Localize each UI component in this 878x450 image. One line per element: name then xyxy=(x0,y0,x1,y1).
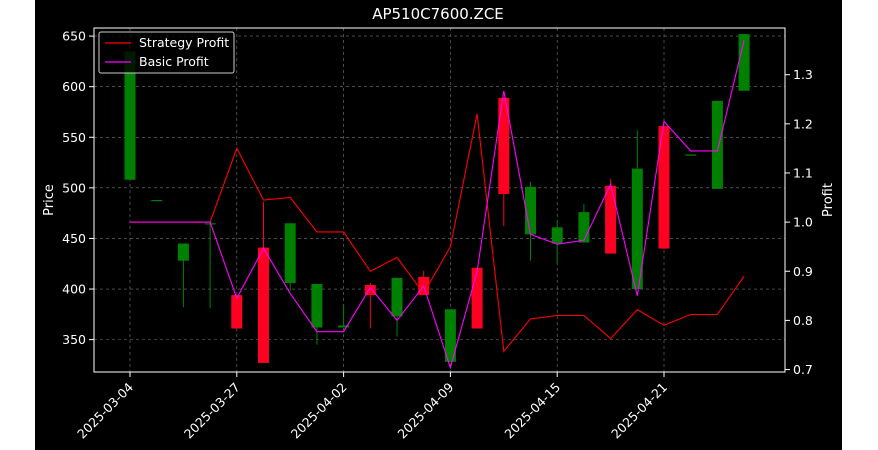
legend-box xyxy=(98,31,235,74)
x-tick-label: 2025-03-04 xyxy=(74,379,136,441)
y-tick-label-right: 1.1 xyxy=(793,165,813,180)
candle-body xyxy=(525,186,536,235)
basic-profit-line xyxy=(130,40,745,370)
grid-lines xyxy=(94,28,785,372)
candle-body xyxy=(177,243,189,261)
candle-body xyxy=(391,277,403,317)
y-tick-label-left: 450 xyxy=(62,231,86,246)
candle xyxy=(631,130,643,290)
y-tick-label-left: 600 xyxy=(62,79,86,94)
x-tick-label: 2025-04-21 xyxy=(608,380,670,442)
candle xyxy=(551,220,563,265)
chart-title: AP510C7600.ZCE xyxy=(372,5,504,23)
candle-body xyxy=(471,267,483,329)
candlestick-profit-chart: AP510C7600.ZCE 350 400 450 500 550 600 650 0.7 0… xyxy=(42,5,836,442)
candle xyxy=(364,282,376,329)
chart-figure: AP510C7600.ZCE 350 400 450 500 550 600 650 0.7 0… xyxy=(35,0,842,450)
axes: 350 400 450 500 550 600 650 0.7 0.8 0.9 1.0 1.1 1.2 1… xyxy=(62,29,813,442)
candle xyxy=(471,267,483,329)
candle xyxy=(391,277,403,337)
candle-body xyxy=(231,295,243,329)
candle-body xyxy=(311,283,323,328)
candle xyxy=(177,243,189,308)
y-tick-label-right: 1.3 xyxy=(793,67,813,82)
candle xyxy=(311,283,323,345)
y-tick-label-left: 550 xyxy=(62,130,86,145)
x-tick-label: 2025-03-27 xyxy=(181,380,243,442)
candle xyxy=(258,202,269,363)
candle xyxy=(525,181,536,261)
y-tick-label-right: 0.8 xyxy=(793,313,813,328)
candle xyxy=(738,34,750,91)
y-tick-label-right: 0.9 xyxy=(793,264,813,279)
candle-body xyxy=(605,185,617,254)
candle xyxy=(685,154,697,156)
candle-body xyxy=(204,223,216,225)
x-tick-label: 2025-04-09 xyxy=(395,379,457,441)
y-tick-label-right: 0.7 xyxy=(793,362,813,377)
candle-body xyxy=(738,34,750,91)
candle-body xyxy=(685,154,697,156)
candle xyxy=(204,223,216,309)
candle-body xyxy=(284,223,296,283)
candle xyxy=(578,204,590,243)
candle xyxy=(605,178,617,254)
candle xyxy=(338,304,350,328)
legend-label-strategy: Strategy Profit xyxy=(139,35,229,50)
candle xyxy=(658,126,670,249)
legend-label-basic: Basic Profit xyxy=(139,54,209,69)
candle-body xyxy=(711,100,723,189)
x-tick-label: 2025-04-02 xyxy=(288,380,350,442)
candle-body xyxy=(498,97,510,194)
candle xyxy=(711,100,723,189)
candle-body xyxy=(124,51,136,180)
candle-body xyxy=(258,247,269,363)
candle-body xyxy=(658,126,670,249)
candle xyxy=(444,309,456,362)
candle xyxy=(284,223,296,292)
candle-body xyxy=(364,284,376,296)
y-tick-label-left: 650 xyxy=(62,29,86,44)
candle xyxy=(151,200,163,202)
y-axis-label-left: Price xyxy=(42,184,57,216)
candle-body xyxy=(578,212,590,243)
y-axis-label-right: Profit xyxy=(821,183,836,217)
y-tick-label-left: 400 xyxy=(62,282,86,297)
candle-body xyxy=(551,227,563,244)
profit-lines xyxy=(130,40,745,370)
candle xyxy=(231,295,243,329)
candle-body xyxy=(631,168,643,290)
candle-body xyxy=(444,309,456,362)
candle-body xyxy=(338,325,350,328)
x-tick-label: 2025-04-15 xyxy=(501,380,563,442)
y-tick-label-left: 500 xyxy=(62,180,86,195)
candle-body xyxy=(151,200,163,202)
y-tick-label-left: 350 xyxy=(62,332,86,347)
candle xyxy=(498,97,510,227)
plot-frame xyxy=(93,27,786,373)
strategy-profit-line xyxy=(130,113,745,353)
y-tick-label-right: 1.2 xyxy=(793,116,813,131)
legend: Strategy Profit Basic Profit xyxy=(98,31,235,74)
candlestick-series xyxy=(124,34,750,363)
y-tick-label-right: 1.0 xyxy=(793,215,813,230)
